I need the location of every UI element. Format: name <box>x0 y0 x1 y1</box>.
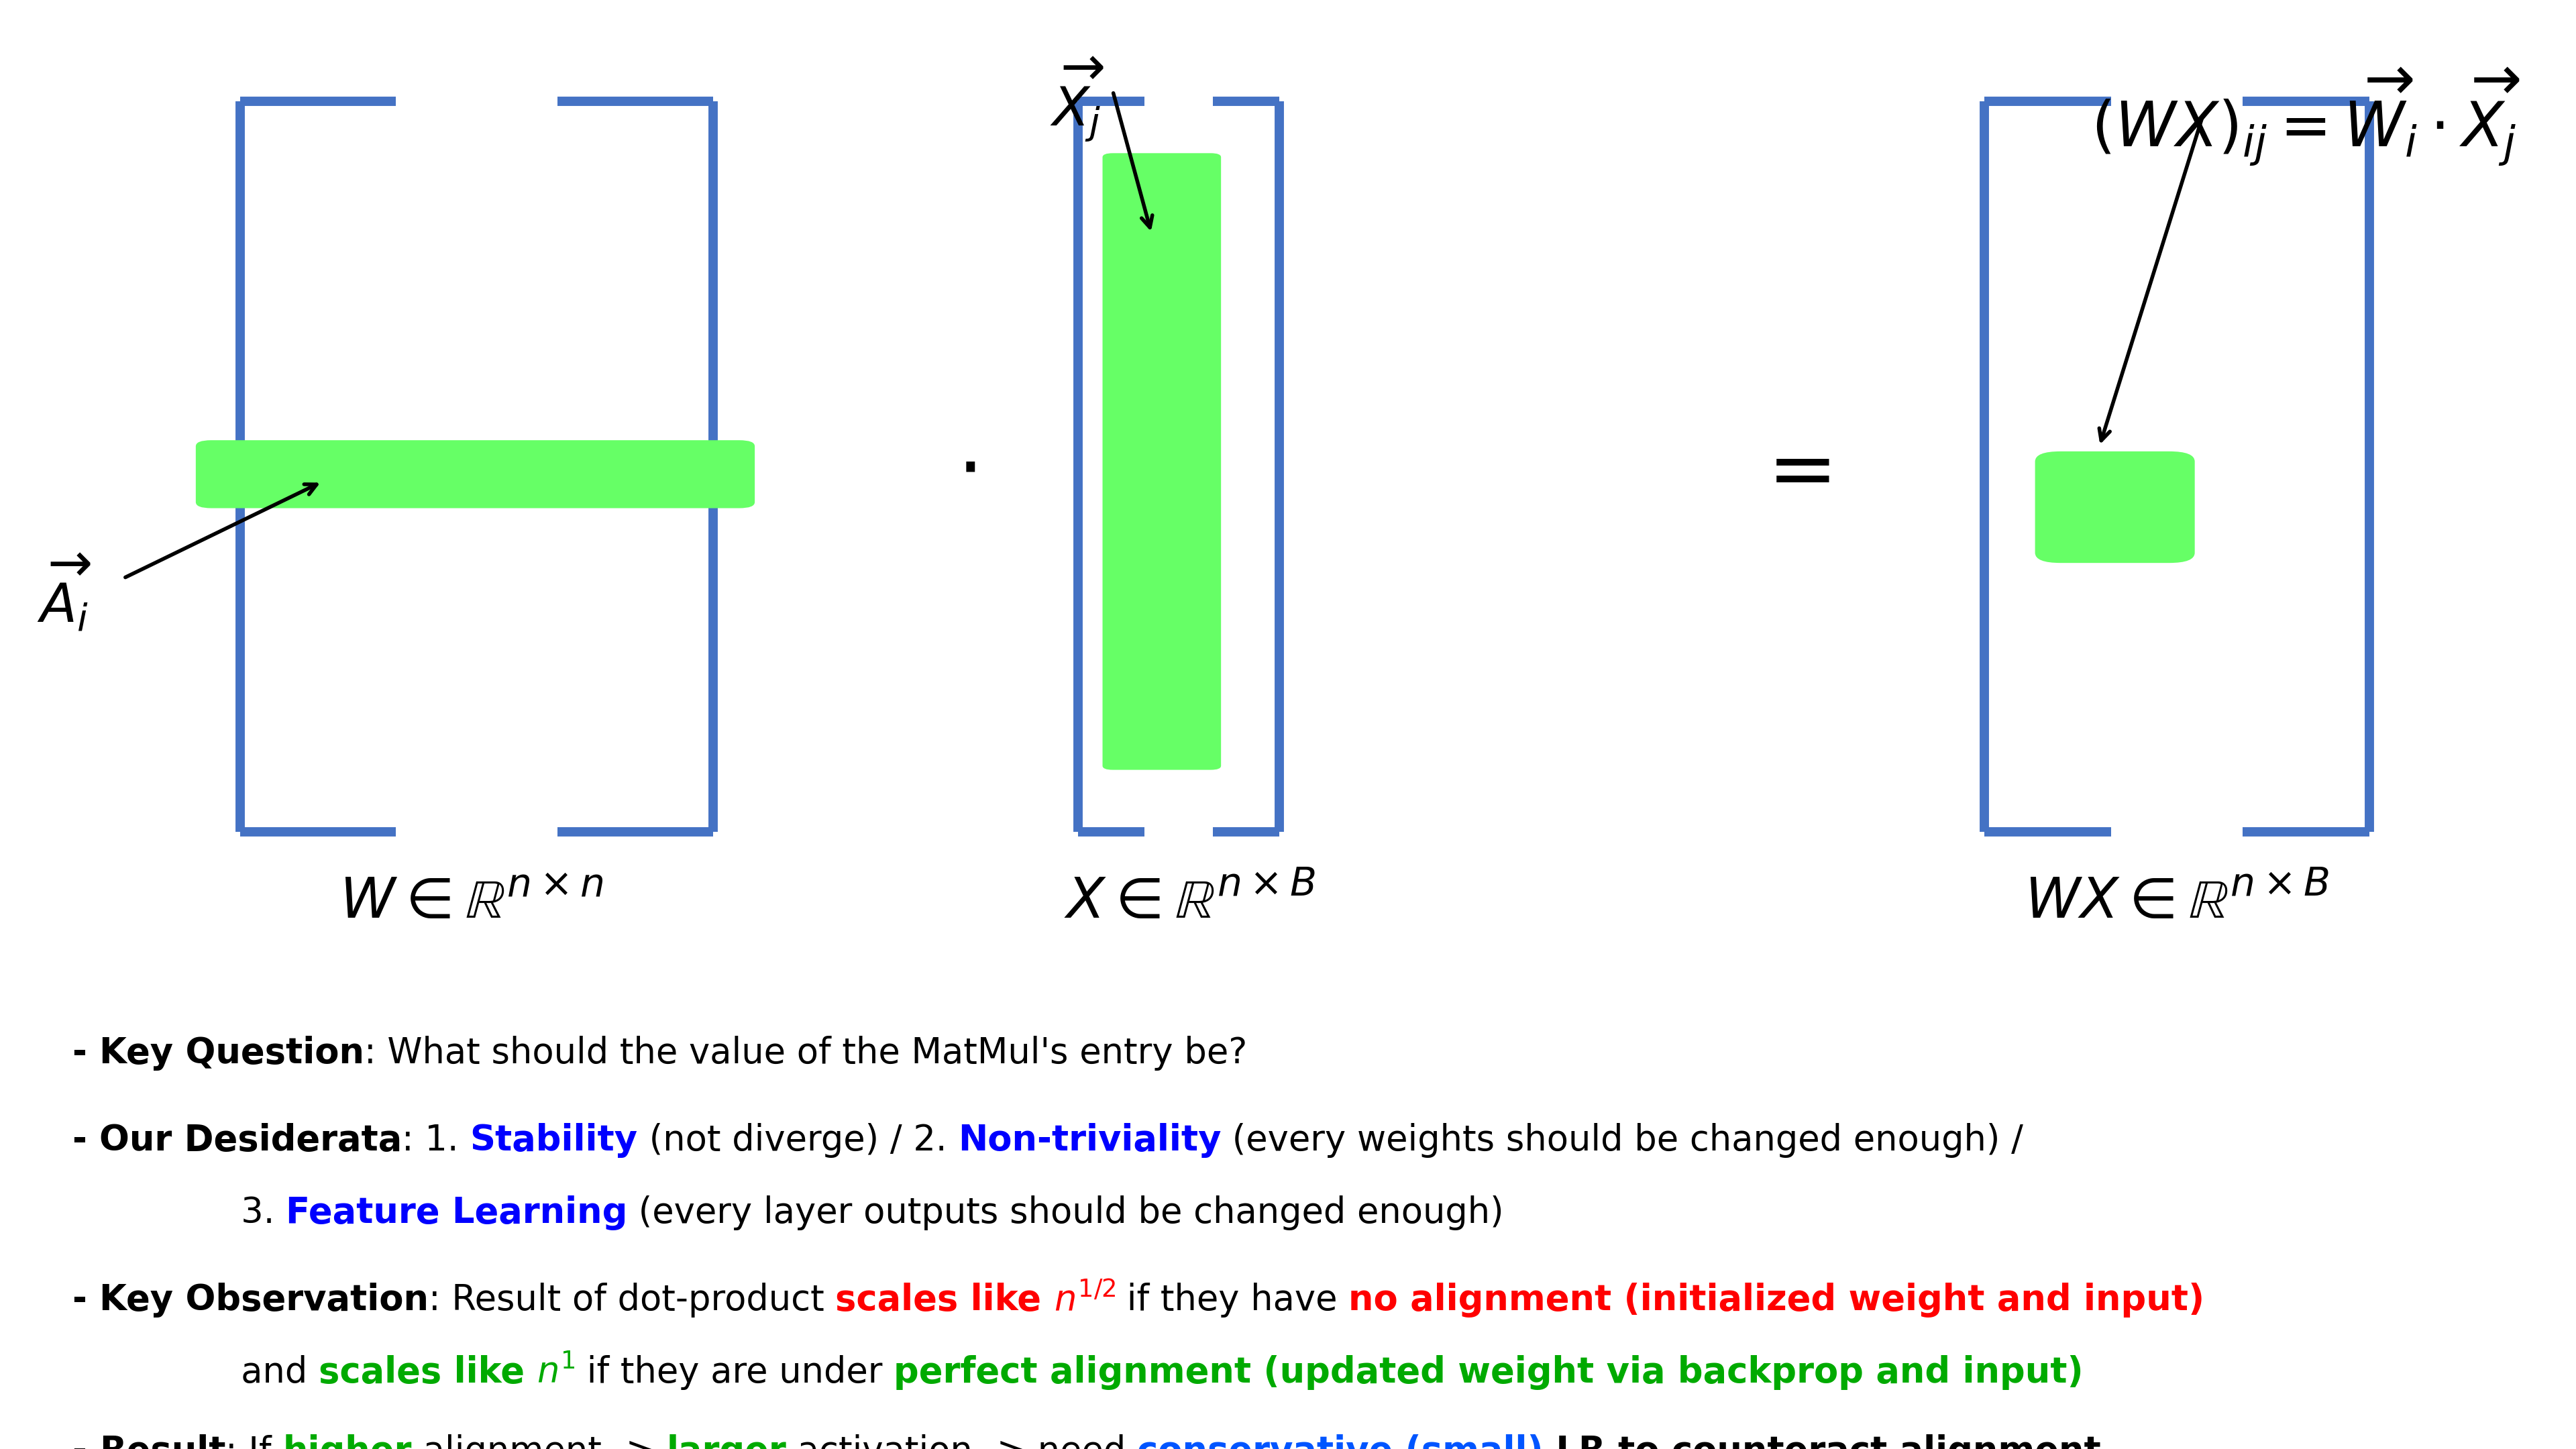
Text: : If: : If <box>227 1435 283 1449</box>
Text: (every layer outputs should be changed enough): (every layer outputs should be changed e… <box>629 1195 1504 1230</box>
Text: $W \in \mathbb{R}^{n\times n}$: $W \in \mathbb{R}^{n\times n}$ <box>340 875 603 930</box>
Text: $n^{1/2}$: $n^{1/2}$ <box>1054 1282 1115 1317</box>
Text: Our Desiderata: Our Desiderata <box>98 1123 402 1158</box>
Text: $\cdot$: $\cdot$ <box>956 430 976 513</box>
Text: (every weights should be changed enough) /: (every weights should be changed enough)… <box>1221 1123 2022 1158</box>
Text: if they have: if they have <box>1115 1282 1350 1317</box>
Text: LR to counteract alignment: LR to counteract alignment <box>1543 1435 2102 1449</box>
Text: -: - <box>72 1123 98 1158</box>
Text: Key Observation: Key Observation <box>98 1282 428 1317</box>
Text: : 1.: : 1. <box>402 1123 469 1158</box>
Text: $\overrightarrow{A_i}$: $\overrightarrow{A_i}$ <box>36 552 93 635</box>
Text: larger: larger <box>667 1435 786 1449</box>
Text: if they are under: if they are under <box>574 1355 894 1390</box>
Text: : What should the value of the MatMul's entry be?: : What should the value of the MatMul's … <box>363 1036 1247 1071</box>
Text: $\overrightarrow{X_j}$: $\overrightarrow{X_j}$ <box>1051 55 1103 143</box>
Text: 3.: 3. <box>72 1195 286 1230</box>
Text: scales like: scales like <box>835 1282 1054 1317</box>
Text: : Result of dot-product: : Result of dot-product <box>428 1282 835 1317</box>
Text: Result: Result <box>98 1435 227 1449</box>
FancyBboxPatch shape <box>2035 451 2195 562</box>
Text: no alignment (initialized weight and input): no alignment (initialized weight and inp… <box>1350 1282 2205 1317</box>
Text: $X \in \mathbb{R}^{n\times B}$: $X \in \mathbb{R}^{n\times B}$ <box>1064 875 1316 930</box>
Text: conservative (small): conservative (small) <box>1139 1435 1543 1449</box>
Text: $n^{1}$: $n^{1}$ <box>536 1355 574 1390</box>
Text: $(WX)_{ij} = \overrightarrow{W_i} \cdot \overrightarrow{X_j}$: $(WX)_{ij} = \overrightarrow{W_i} \cdot … <box>2092 65 2519 167</box>
Text: $WX \in \mathbb{R}^{n\times B}$: $WX \in \mathbb{R}^{n\times B}$ <box>2025 875 2329 930</box>
Text: scales like: scales like <box>319 1355 536 1390</box>
Text: (not diverge) / 2.: (not diverge) / 2. <box>639 1123 958 1158</box>
Text: Non-triviality: Non-triviality <box>958 1123 1221 1158</box>
Text: -: - <box>72 1282 98 1317</box>
Text: -: - <box>72 1435 98 1449</box>
FancyBboxPatch shape <box>196 440 755 509</box>
Text: -: - <box>72 1036 98 1071</box>
Text: higher: higher <box>283 1435 412 1449</box>
Text: alignment ->: alignment -> <box>412 1435 667 1449</box>
Text: Stability: Stability <box>469 1123 639 1158</box>
Text: Key Question: Key Question <box>98 1036 363 1071</box>
FancyBboxPatch shape <box>1103 154 1221 769</box>
Text: and: and <box>72 1355 319 1390</box>
Text: activation -> need: activation -> need <box>786 1435 1139 1449</box>
Text: $=$: $=$ <box>1752 430 1829 513</box>
Text: Feature Learning: Feature Learning <box>286 1195 629 1230</box>
Text: perfect alignment (updated weight via backprop and input): perfect alignment (updated weight via ba… <box>894 1355 2084 1390</box>
